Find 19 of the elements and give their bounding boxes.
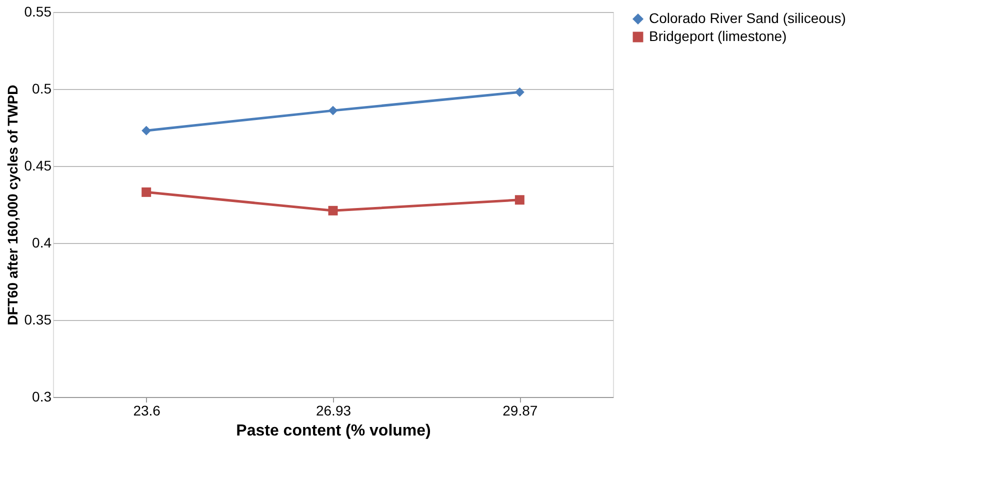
point: [142, 187, 152, 197]
y-tick-label: 0.3: [32, 388, 52, 404]
point: [142, 126, 152, 136]
y-axis-title: DFT60 after 160,000 cycles of TWPD: [4, 84, 20, 326]
legend-label: Bridgeport (limestone): [649, 28, 787, 44]
point: [328, 206, 338, 216]
y-tick-label: 0.55: [24, 4, 52, 20]
y-tick-label: 0.5: [32, 80, 52, 96]
y-tick-label: 0.45: [24, 158, 52, 174]
x-tick-label: 29.87: [502, 402, 538, 418]
legend-label: Colorado River Sand (siliceous): [649, 10, 846, 26]
point: [514, 87, 524, 97]
point: [328, 106, 338, 116]
y-tick-label: 0.35: [24, 312, 52, 328]
y-tick-label: 0.4: [32, 234, 52, 250]
x-axis-title: Paste content (% volume): [236, 422, 431, 440]
x-tick-label: 26.93: [316, 402, 352, 418]
point: [514, 195, 524, 205]
x-tick-label: 23.6: [133, 402, 161, 418]
